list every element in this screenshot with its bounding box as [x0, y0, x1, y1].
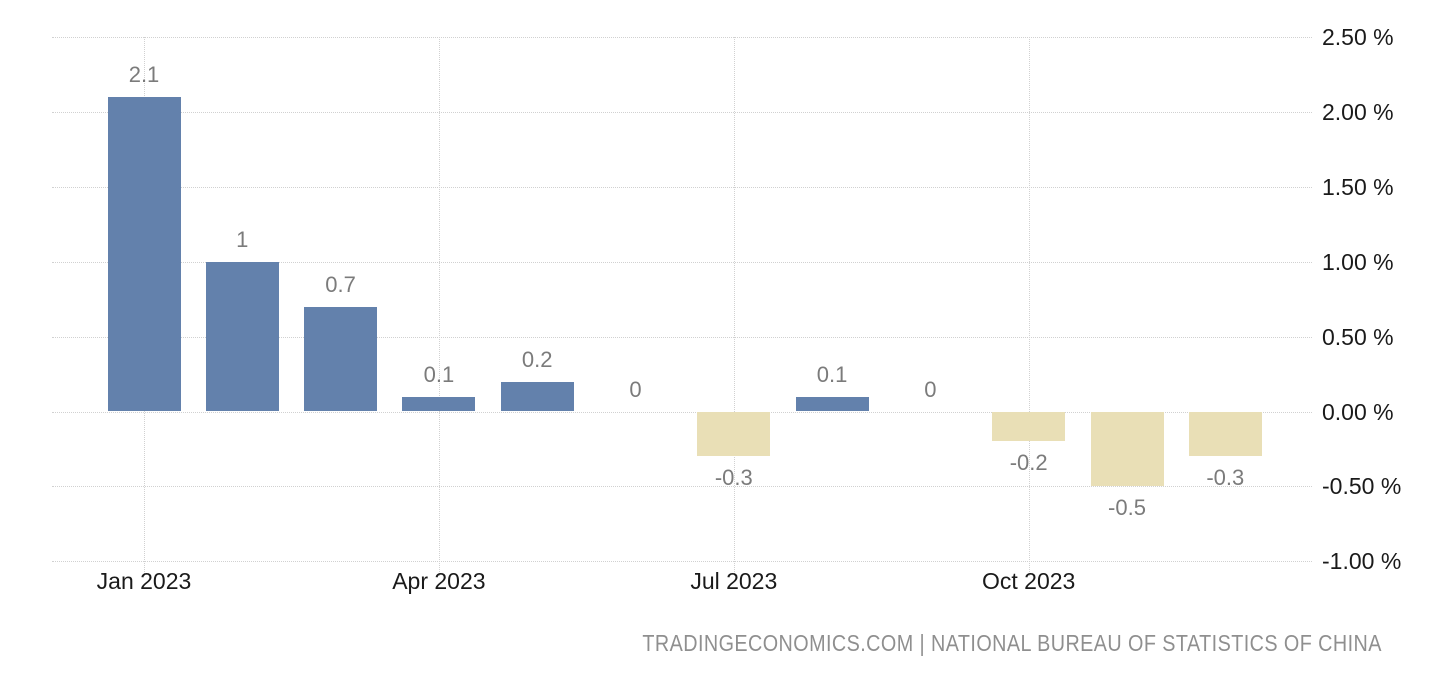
bar-feb-2023[interactable] — [205, 261, 279, 412]
x-axis-tick-label: Apr 2023 — [392, 568, 486, 594]
bar-value-label-feb-2023: 1 — [236, 226, 249, 252]
h-gridline — [52, 561, 1312, 563]
bar-value-label-nov-2023: -0.5 — [1108, 495, 1146, 521]
bar-mar-2023[interactable] — [304, 306, 378, 412]
bar-jul-2023[interactable] — [697, 411, 771, 457]
bar-value-label-sep-2023: 0 — [924, 376, 937, 402]
v-gridline — [1028, 37, 1030, 577]
bar-value-label-dec-2023: -0.3 — [1206, 465, 1245, 491]
bar-value-label-jun-2023: 0 — [629, 376, 642, 402]
h-gridline — [52, 186, 1312, 188]
h-gridline — [52, 37, 1312, 39]
h-gridline — [52, 336, 1312, 338]
x-axis-tick-label: Jan 2023 — [96, 568, 192, 594]
y-axis-tick-label: 1.00 % — [1322, 248, 1394, 275]
y-axis-tick-label: 1.50 % — [1322, 173, 1394, 200]
bar-value-label-apr-2023: 0.1 — [423, 361, 455, 387]
x-axis-tick-label: Oct 2023 — [982, 568, 1076, 594]
bar-value-label-aug-2023: 0.1 — [816, 361, 848, 387]
h-gridline — [52, 486, 1312, 488]
bar-nov-2023[interactable] — [1090, 411, 1164, 487]
bar-may-2023[interactable] — [500, 381, 574, 412]
h-gridline — [52, 112, 1312, 114]
bar-oct-2023[interactable] — [992, 411, 1066, 442]
bar-value-label-jul-2023: -0.3 — [714, 465, 753, 491]
bar-jan-2023[interactable] — [107, 97, 181, 412]
bar-apr-2023[interactable] — [402, 396, 476, 412]
y-axis-tick-label: 2.00 % — [1322, 99, 1394, 126]
h-gridline — [52, 261, 1312, 263]
bar-aug-2023[interactable] — [795, 396, 869, 412]
x-axis-tick-label: Jul 2023 — [690, 568, 778, 594]
y-axis-tick-label: -1.00 % — [1322, 548, 1402, 575]
y-axis-tick-label: 0.50 % — [1322, 323, 1394, 350]
v-gridline — [438, 37, 440, 577]
h-gridline — [52, 411, 1312, 413]
y-axis-tick-label: 2.50 % — [1322, 24, 1394, 51]
y-axis-tick-label: 0.00 % — [1322, 398, 1394, 425]
bar-value-label-jan-2023: 2.1 — [128, 62, 160, 88]
attribution-text: TRADINGECONOMICS.COM | NATIONAL BUREAU O… — [642, 630, 1382, 656]
bar-value-label-mar-2023: 0.7 — [325, 271, 356, 297]
bar-value-label-may-2023: 0.2 — [521, 346, 553, 372]
bar-dec-2023[interactable] — [1188, 411, 1262, 457]
v-gridline — [733, 37, 735, 577]
y-axis-tick-label: -0.50 % — [1322, 473, 1402, 500]
bar-value-label-oct-2023: -0.2 — [1009, 450, 1048, 476]
